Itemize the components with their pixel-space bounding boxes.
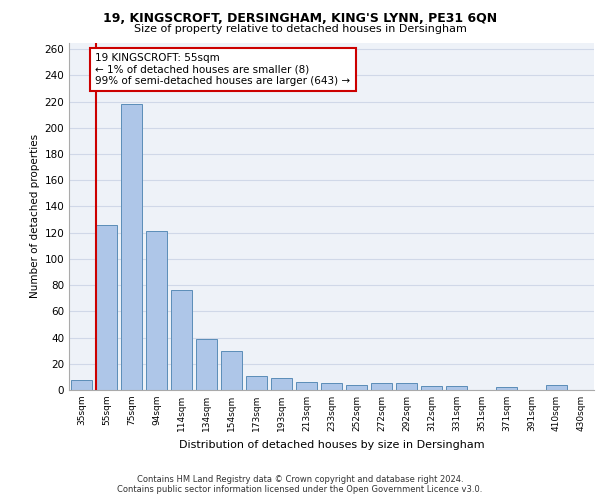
Bar: [396, 384, 417, 390]
Bar: [171, 290, 192, 390]
Bar: [346, 385, 367, 390]
Bar: [71, 380, 92, 390]
Bar: [321, 384, 342, 390]
Text: 19, KINGSCROFT, DERSINGHAM, KING'S LYNN, PE31 6QN: 19, KINGSCROFT, DERSINGHAM, KING'S LYNN,…: [103, 12, 497, 26]
Y-axis label: Number of detached properties: Number of detached properties: [30, 134, 40, 298]
Bar: [221, 350, 242, 390]
Bar: [546, 385, 567, 390]
Bar: [371, 384, 392, 390]
Bar: [421, 386, 442, 390]
Bar: [446, 386, 467, 390]
Text: Contains HM Land Registry data © Crown copyright and database right 2024.: Contains HM Land Registry data © Crown c…: [137, 475, 463, 484]
Bar: [271, 378, 292, 390]
Bar: [146, 232, 167, 390]
Bar: [296, 382, 317, 390]
Bar: [96, 225, 117, 390]
Bar: [121, 104, 142, 390]
Text: 19 KINGSCROFT: 55sqm
← 1% of detached houses are smaller (8)
99% of semi-detache: 19 KINGSCROFT: 55sqm ← 1% of detached ho…: [95, 53, 350, 86]
Bar: [496, 388, 517, 390]
Bar: [246, 376, 267, 390]
Text: Size of property relative to detached houses in Dersingham: Size of property relative to detached ho…: [134, 24, 466, 34]
Text: Contains public sector information licensed under the Open Government Licence v3: Contains public sector information licen…: [118, 485, 482, 494]
X-axis label: Distribution of detached houses by size in Dersingham: Distribution of detached houses by size …: [179, 440, 484, 450]
Bar: [196, 339, 217, 390]
